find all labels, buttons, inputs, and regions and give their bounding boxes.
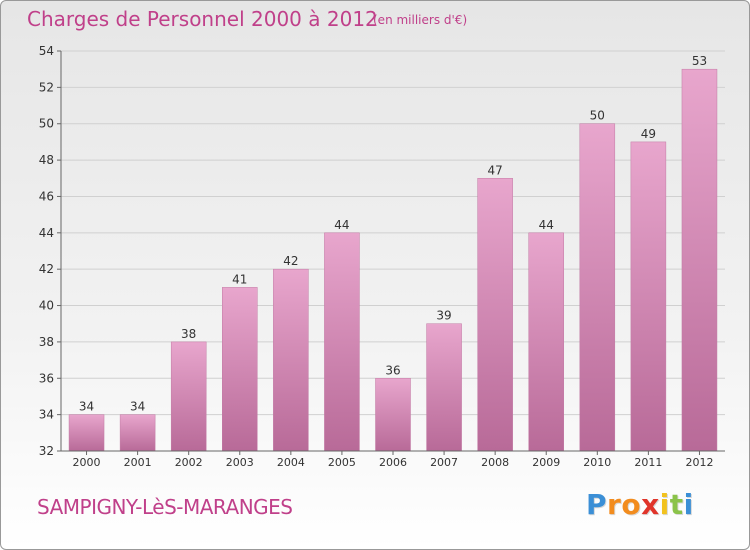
logo-letter: o (621, 488, 642, 521)
x-tick-label: 2009 (532, 456, 560, 469)
data-label: 47 (488, 163, 503, 177)
x-tick-label: 2001 (124, 456, 152, 469)
x-tick-label: 2004 (277, 456, 305, 469)
y-tick-label: 50 (39, 117, 54, 131)
bar (170, 341, 207, 452)
proxiti-logo: Proxiti (586, 488, 694, 521)
y-tick-label: 44 (39, 226, 54, 240)
logo-letter: x (641, 488, 660, 521)
grid-lines (61, 50, 725, 416)
data-label: 39 (436, 309, 451, 323)
labels: 32 34 36 38 40 42 44 46 48 50 52 54 34 2000 34 2001 38 20… (39, 44, 714, 469)
x-tick-label: 2006 (379, 456, 407, 469)
x-tick-label: 2000 (73, 456, 101, 469)
logo-letter: t (669, 488, 684, 521)
bar (68, 414, 105, 452)
data-label: 42 (283, 254, 298, 268)
chart-title: Charges de Personnel 2000 à 2012 (27, 7, 378, 31)
bar (324, 232, 360, 452)
y-tick-label: 48 (39, 153, 54, 167)
commune-name: SAMPIGNY-LèS-MARANGES (37, 495, 293, 519)
data-label: 38 (181, 327, 196, 341)
data-label: 44 (539, 218, 554, 232)
x-tick-label: 2002 (175, 456, 203, 469)
bar (579, 123, 616, 452)
y-tick-label: 54 (39, 44, 54, 58)
bar (375, 378, 411, 452)
y-tick-label: 42 (39, 262, 54, 276)
x-tick-label: 2005 (328, 456, 356, 469)
axes (57, 50, 725, 455)
x-tick-label: 2008 (481, 456, 509, 469)
logo-letter: P (586, 488, 608, 521)
data-label: 34 (79, 400, 94, 414)
data-label: 41 (232, 272, 247, 286)
bars (68, 68, 718, 452)
x-tick-label: 2003 (226, 456, 254, 469)
y-tick-label: 46 (39, 189, 54, 203)
y-tick-label: 34 (39, 408, 54, 422)
bar (273, 268, 309, 452)
y-tick-label: 52 (39, 80, 54, 94)
x-tick-label: 2012 (685, 456, 713, 469)
bar (681, 68, 718, 452)
bar (119, 414, 156, 452)
y-tick-label: 36 (39, 371, 54, 385)
x-tick-label: 2011 (634, 456, 662, 469)
data-label: 50 (590, 109, 605, 123)
logo-letter: i (683, 488, 694, 521)
logo-letter: r (607, 488, 622, 521)
logo-letter: i (659, 488, 670, 521)
chart-subtitle: (en milliers d'€) (373, 13, 468, 27)
x-tick-label: 2007 (430, 456, 458, 469)
bar (426, 323, 462, 452)
bar (222, 287, 258, 452)
bar (630, 141, 667, 452)
y-tick-label: 32 (39, 444, 54, 458)
data-label: 34 (130, 400, 145, 414)
bar (477, 178, 513, 452)
y-tick-label: 38 (39, 335, 54, 349)
data-label: 49 (641, 127, 656, 141)
data-label: 53 (692, 54, 707, 68)
x-tick-label: 2010 (583, 456, 611, 469)
data-label: 44 (334, 218, 349, 232)
y-tick-label: 40 (39, 299, 54, 313)
data-label: 36 (385, 363, 400, 377)
bar (528, 232, 564, 452)
